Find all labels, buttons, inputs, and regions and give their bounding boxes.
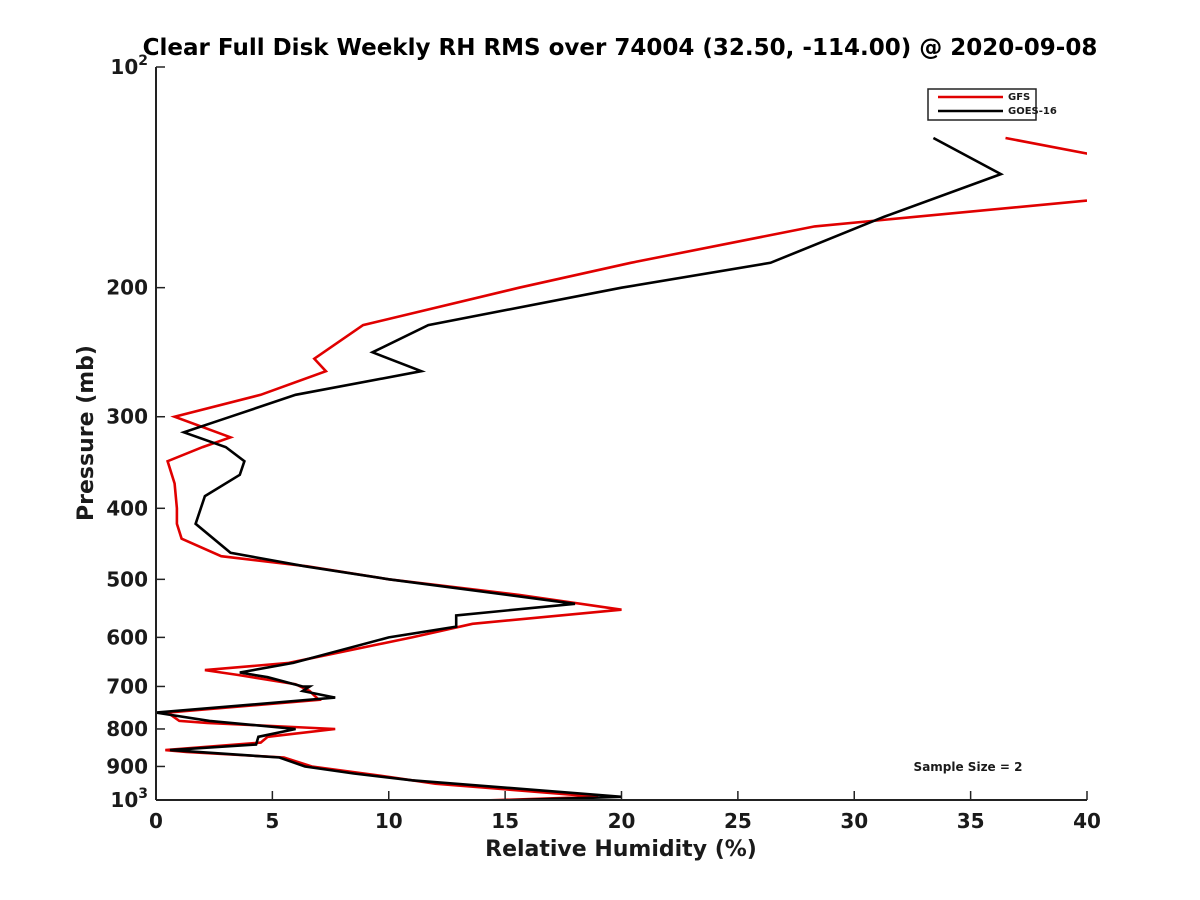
legend: GFS GOES-16 — [927, 88, 1057, 121]
x-tick-label: 30 — [840, 809, 868, 833]
y-tick-label: 900 — [106, 754, 148, 778]
x-tick-label: 15 — [491, 809, 519, 833]
y-tick-exponent: 3 — [138, 786, 148, 802]
legend-label-gfs: GFS — [1008, 92, 1030, 103]
y-tick-label: 300 — [106, 405, 148, 429]
y-tick-label: 400 — [106, 496, 148, 520]
y-tick-label: 600 — [106, 625, 148, 649]
x-tick-label: 35 — [957, 809, 985, 833]
x-tick-label: 10 — [375, 809, 403, 833]
series-line-gfs — [1005, 136, 1087, 155]
plot-area — [155, 67, 1087, 801]
y-tick-label: 700 — [106, 674, 148, 698]
series-line-goes16 — [156, 136, 1005, 800]
series-line-gfs — [163, 199, 1087, 800]
x-tick-label: 25 — [724, 809, 752, 833]
x-axis-label: Relative Humidity (%) — [485, 837, 757, 862]
series-layer — [156, 136, 1087, 800]
sample-size-annotation: Sample Size = 2 — [914, 760, 1023, 774]
x-axis-ticks: 0 5 10 15 20 25 30 35 40 — [149, 791, 1101, 833]
y-tick-exponent: 2 — [138, 53, 148, 69]
x-tick-label: 20 — [608, 809, 636, 833]
x-tick-label: 5 — [265, 809, 279, 833]
y-tick-label-power: 102 — [110, 53, 148, 79]
x-tick-label: 40 — [1073, 809, 1101, 833]
y-tick-label: 800 — [106, 717, 148, 741]
y-axis-ticks: 200 300 400 500 600 700 800 900 102 103 — [106, 53, 165, 812]
chart-title: Clear Full Disk Weekly RH RMS over 74004… — [143, 35, 1098, 61]
legend-label-goes16: GOES-16 — [1008, 106, 1057, 117]
y-tick-label: 500 — [106, 567, 148, 591]
y-axis-label: Pressure (mb) — [74, 345, 99, 521]
y-tick-label-power: 103 — [110, 786, 148, 812]
x-tick-label: 0 — [149, 809, 163, 833]
legend-box — [927, 88, 1037, 121]
y-tick-label: 200 — [106, 276, 148, 300]
